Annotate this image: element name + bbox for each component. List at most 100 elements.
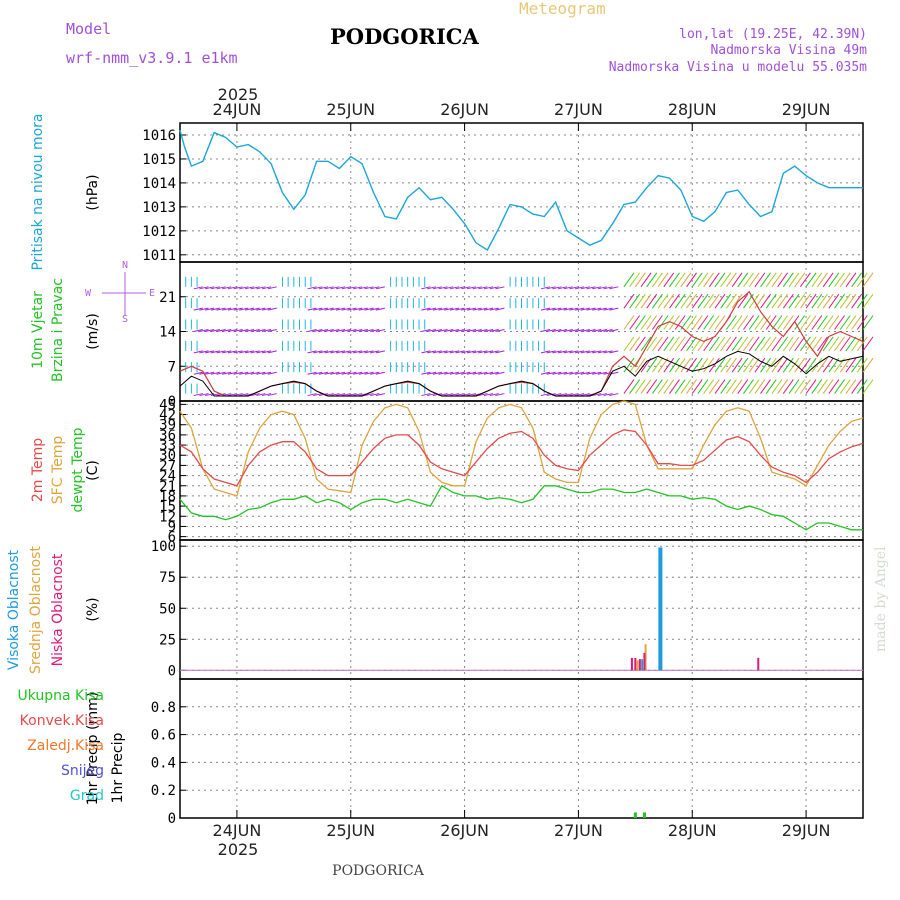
compass-letter: N <box>122 260 128 271</box>
wind-arrow <box>267 350 277 354</box>
watermark: made by Angel <box>873 546 889 652</box>
y-tick-label: 1013 <box>142 200 176 216</box>
wind-arrow <box>324 329 334 333</box>
wind-arrow <box>799 272 811 288</box>
wind-arrow <box>438 350 448 354</box>
wind-arrow <box>737 336 749 352</box>
wind-arrow <box>540 307 551 311</box>
wind-arrow <box>438 329 448 333</box>
wind-arrow <box>640 272 652 288</box>
high-cloud-title: Visoka Oblacnost <box>6 549 22 670</box>
wind-arrow <box>330 286 340 290</box>
cloud-bar <box>638 659 641 671</box>
wind-arrow <box>580 393 590 397</box>
y-tick-label: 50 <box>159 601 176 617</box>
wind-arrow <box>193 286 203 290</box>
wind-arrow <box>324 371 334 375</box>
wind-arrow <box>478 286 488 290</box>
wind-arrow <box>851 336 863 352</box>
wind-arrow <box>680 336 692 352</box>
wind-arrow <box>193 371 203 375</box>
wind-arrow <box>811 293 823 309</box>
wind-arrow <box>449 286 460 290</box>
wind-arrow <box>725 379 737 394</box>
wind-arrow <box>720 272 732 288</box>
wind-arrow <box>330 307 340 311</box>
wind-arrow <box>652 293 663 309</box>
wind-arrow <box>856 357 868 373</box>
wind-arrow <box>449 350 460 354</box>
wind-arrow <box>708 272 720 288</box>
wind-arrow <box>609 329 619 333</box>
wind-arrow <box>267 393 277 397</box>
wind-arrow <box>552 350 562 354</box>
wind-arrow <box>754 272 766 288</box>
wind-arrow <box>574 329 585 333</box>
wind-arrow <box>839 336 851 352</box>
wind-arrow <box>574 393 585 397</box>
wind-arrow <box>250 393 260 397</box>
wind-arrow <box>313 393 323 397</box>
wind-arrow <box>563 286 573 290</box>
wind-arrow <box>483 307 494 311</box>
wind-arrow <box>358 350 368 354</box>
wind-arrow <box>720 357 732 373</box>
y-tick-label: 9 <box>168 519 176 535</box>
y-tick-label: 24 <box>159 469 176 485</box>
wind-arrow <box>239 371 249 375</box>
wind-arrow <box>466 350 477 354</box>
wind-arrow <box>347 371 357 375</box>
wind-arrow <box>267 307 277 311</box>
wind-arrow <box>799 315 811 330</box>
wind-arrow <box>771 293 783 309</box>
wind-arrow <box>563 393 573 397</box>
wind-arrow <box>765 357 777 373</box>
wind-arrow <box>856 272 868 288</box>
y-tick-label: 36 <box>159 428 176 444</box>
wind-arrow <box>364 329 374 333</box>
wind-arrow <box>574 350 585 354</box>
wind-arrow <box>703 293 715 309</box>
cloud-bar <box>630 657 633 671</box>
y-tick-label: 45 <box>159 397 176 413</box>
wind-arrow <box>222 286 232 290</box>
wind-arrow <box>652 379 663 394</box>
wind-title-line2: Brzina i Pravac <box>50 278 66 382</box>
wind-arrow <box>444 393 454 397</box>
wind-arrow <box>199 286 209 290</box>
wind-arrow <box>307 329 317 333</box>
wind-arrow <box>811 315 823 330</box>
wind-arrow <box>652 357 663 373</box>
wind-arrow <box>817 379 828 394</box>
wind-arrow <box>466 393 477 397</box>
station-title: PODGORICA <box>330 24 480 49</box>
wind-arrow <box>788 272 800 288</box>
wind-arrow <box>438 286 448 290</box>
wind-arrow <box>805 357 817 373</box>
wind-arrow <box>771 357 783 373</box>
wind-arrow <box>478 393 488 397</box>
wind-arrow <box>330 350 340 354</box>
dewpt-title: dewpt Temp <box>70 427 86 512</box>
wind-arrow <box>731 379 743 394</box>
wind-arrow <box>193 307 203 311</box>
wind-arrow <box>261 329 272 333</box>
wind-arrow <box>341 286 351 290</box>
wind-arrow <box>623 336 635 352</box>
wind-arrow <box>347 329 357 333</box>
wind-arrow <box>657 379 669 394</box>
wind-arrow <box>375 371 386 375</box>
wind-arrow <box>782 379 794 394</box>
wind-arrow <box>674 272 686 288</box>
wind-arrow <box>691 272 703 288</box>
wind-arrow <box>737 315 749 330</box>
wind-arrow <box>347 286 357 290</box>
wind-arrow <box>421 350 431 354</box>
wind-speed-line <box>179 350 864 397</box>
wind-arrow <box>466 286 477 290</box>
wind-arrow <box>358 307 368 311</box>
wind-arrow <box>674 315 686 330</box>
wind-arrow <box>657 315 669 330</box>
wind-arrow <box>222 307 232 311</box>
wind-arrow <box>731 293 743 309</box>
